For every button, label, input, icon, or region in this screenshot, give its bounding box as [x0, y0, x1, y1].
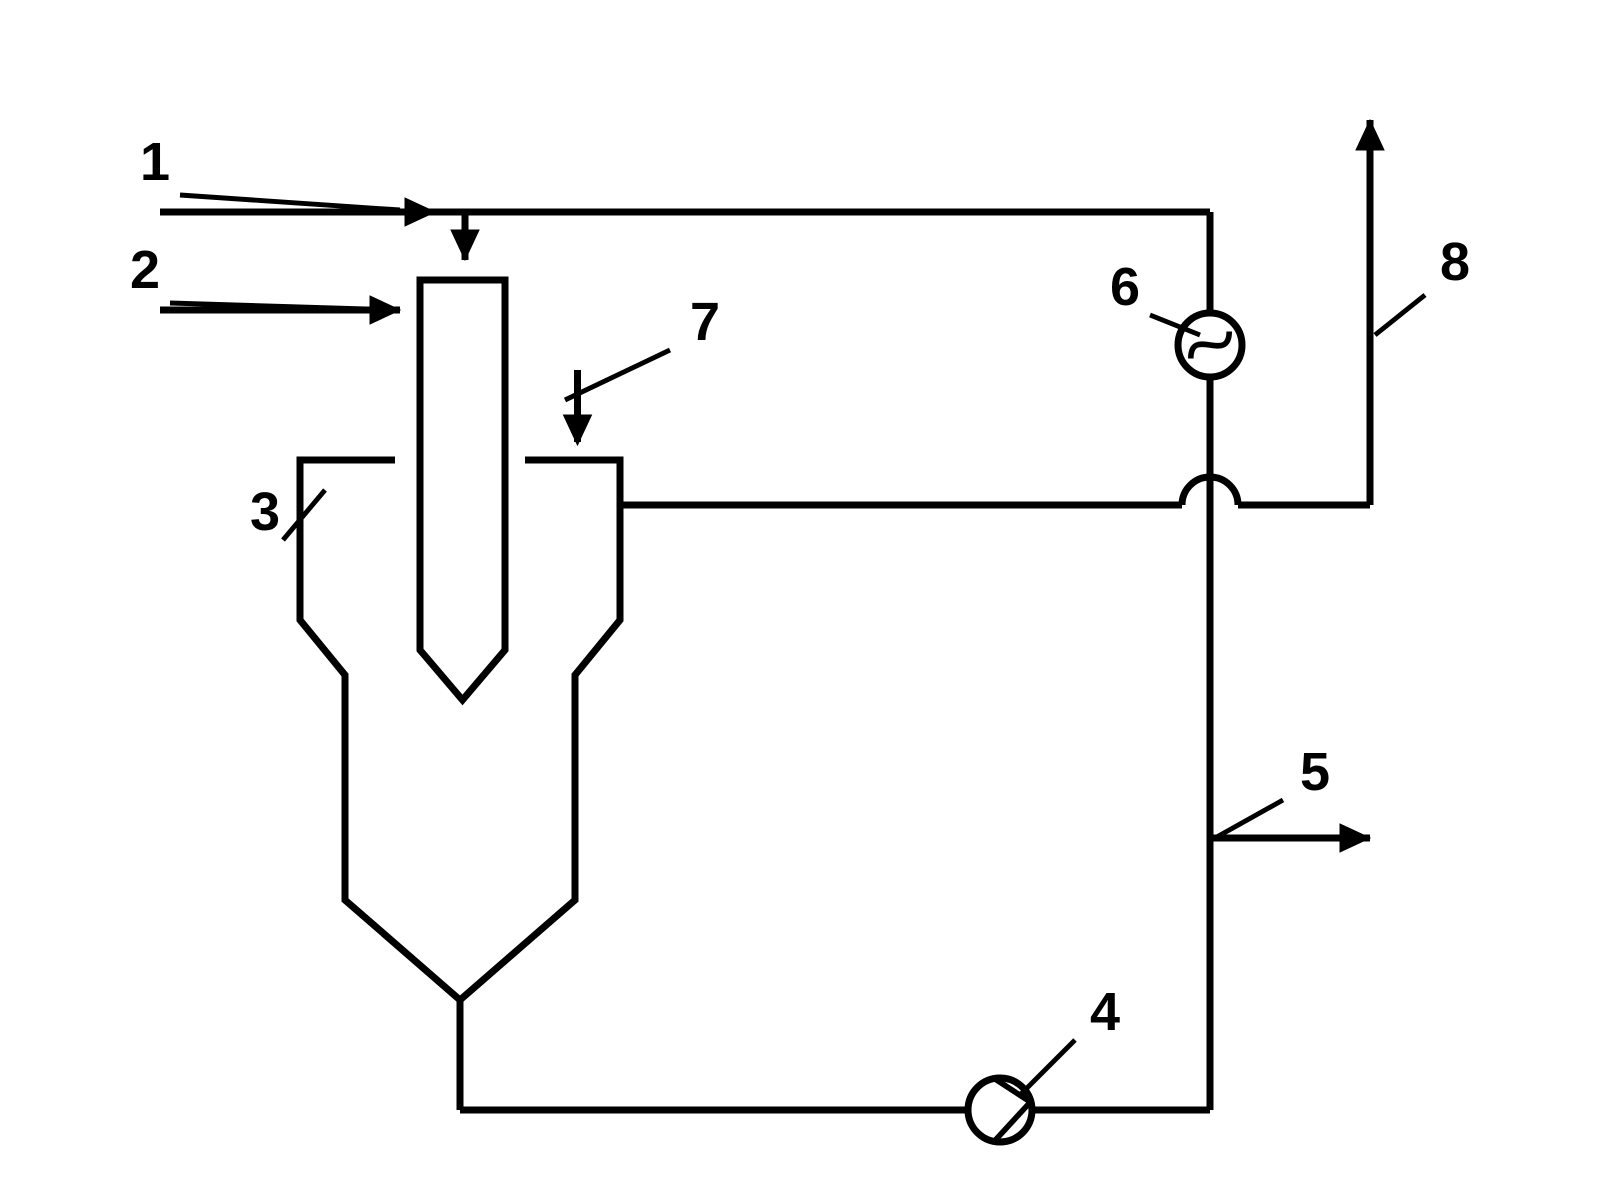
label-2: 2: [130, 240, 160, 300]
label-5: 5: [1300, 742, 1330, 802]
label-6: 6: [1110, 257, 1140, 317]
label-1: 1: [140, 132, 170, 192]
label-4: 4: [1090, 982, 1120, 1042]
label-3: 3: [250, 482, 280, 542]
reactor-vessel: [300, 460, 620, 1000]
label-8: 8: [1440, 232, 1470, 292]
leader-8: [1375, 295, 1425, 335]
leader-4: [1020, 1040, 1075, 1095]
label-7: 7: [690, 292, 720, 352]
reactor-inner-tube: [420, 280, 505, 700]
leader-5: [1215, 800, 1283, 838]
leader-3: [283, 490, 325, 540]
leader-1: [180, 195, 400, 210]
process-diagram: 1 2 3 4 5 6 7 8: [0, 0, 1612, 1202]
